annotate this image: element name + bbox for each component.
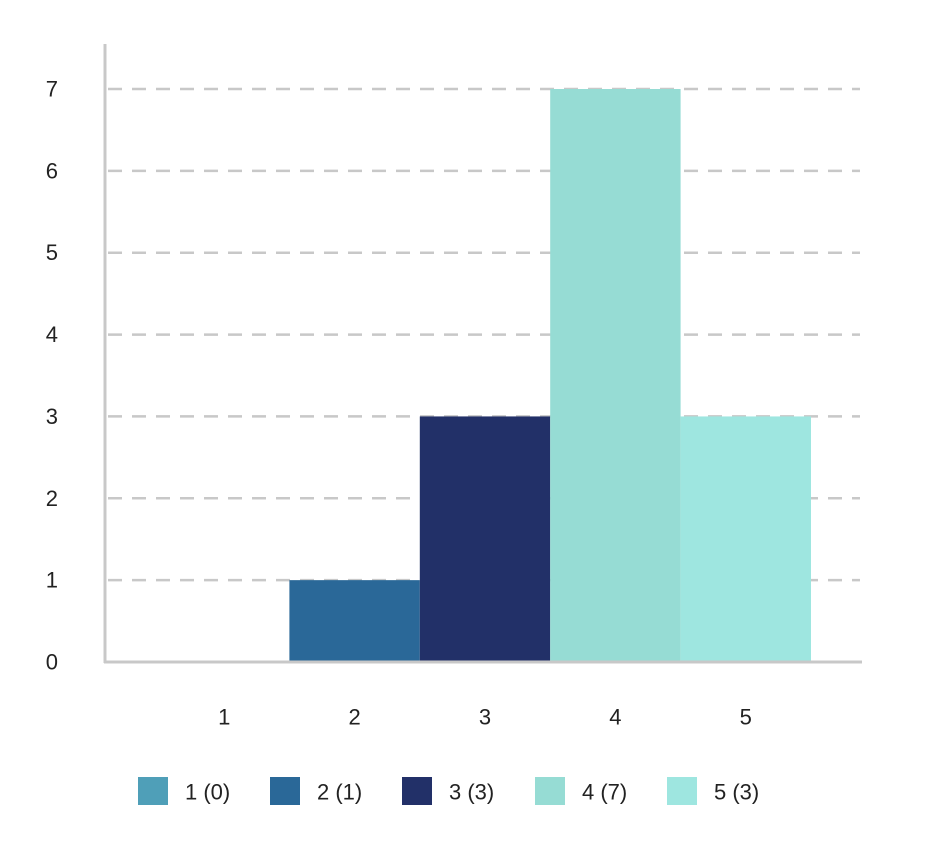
y-tick-label: 4 <box>46 322 58 347</box>
legend-swatch <box>138 777 168 805</box>
bar-3 <box>419 416 551 662</box>
y-tick-label: 6 <box>46 158 58 183</box>
axes <box>103 44 862 664</box>
x-tick-label: 1 <box>218 705 230 730</box>
x-tick-label: 2 <box>348 705 360 730</box>
x-tick-labels: 1 2 3 4 5 <box>218 705 752 730</box>
bars <box>289 89 811 662</box>
y-tick-labels: 0 1 2 3 4 5 6 7 <box>46 77 58 675</box>
legend-label: 5 (3) <box>714 780 759 805</box>
legend-label: 4 (7) <box>582 780 627 805</box>
legend-swatch <box>667 777 697 805</box>
legend-label: 1 (0) <box>185 780 230 805</box>
legend-label: 3 (3) <box>449 780 494 805</box>
legend-swatch <box>402 777 432 805</box>
y-tick-label: 0 <box>46 650 58 675</box>
y-tick-label: 7 <box>46 77 58 102</box>
x-tick-label: 3 <box>479 705 491 730</box>
x-tick-label: 4 <box>609 705 621 730</box>
x-tick-label: 5 <box>740 705 752 730</box>
legend-label: 2 (1) <box>317 780 362 805</box>
y-tick-label: 2 <box>46 486 58 511</box>
y-tick-label: 5 <box>46 240 58 265</box>
bar-4 <box>550 89 681 662</box>
bar-2 <box>289 580 420 662</box>
legend: 1 (0) 2 (1) 3 (3) 4 (7) 5 (3) <box>138 777 759 805</box>
legend-swatch <box>535 777 565 805</box>
bar-5 <box>680 416 811 662</box>
legend-swatch <box>270 777 300 805</box>
y-tick-label: 3 <box>46 404 58 429</box>
y-tick-label: 1 <box>46 568 58 593</box>
